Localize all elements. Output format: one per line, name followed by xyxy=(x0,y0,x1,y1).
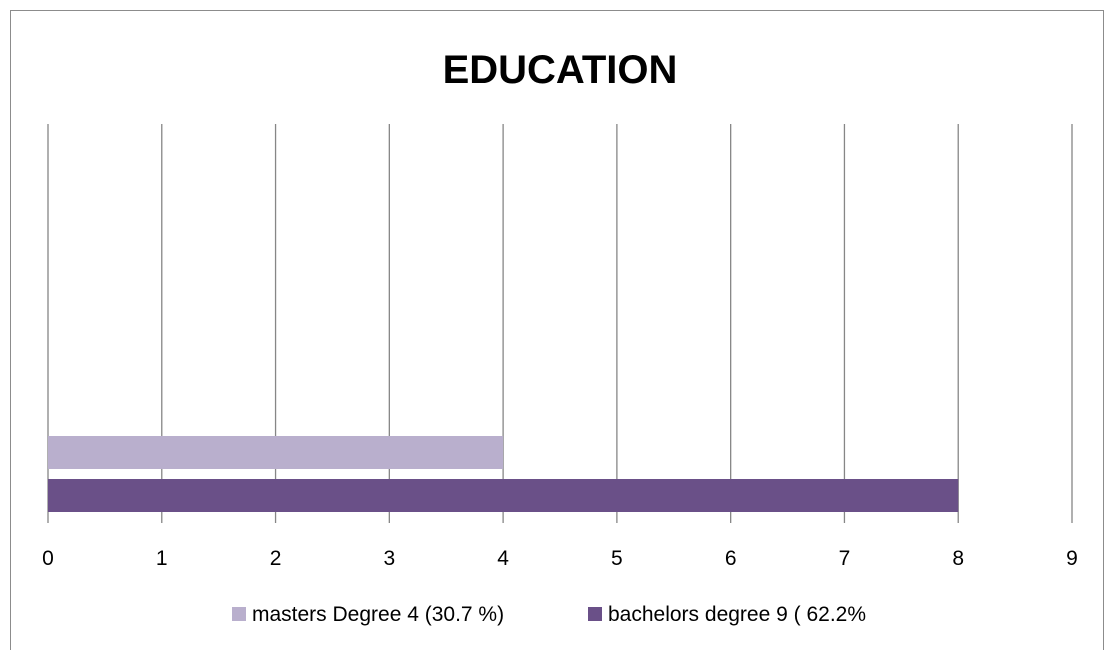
legend-swatch-1 xyxy=(232,607,246,621)
x-tick-label: 7 xyxy=(839,547,851,570)
legend-label-2: bachelors degree 9 ( 62.2% xyxy=(608,603,866,626)
x-tick-label: 9 xyxy=(1066,547,1078,570)
chart-title: EDUCATION xyxy=(443,48,678,92)
legend-label-1: masters Degree 4 (30.7 %) xyxy=(252,603,504,626)
x-tick-label: 8 xyxy=(952,547,964,570)
chart-legend: masters Degree 4 (30.7 %) bachelors degre… xyxy=(232,603,866,626)
x-tick-label: 3 xyxy=(383,547,395,570)
chart-frame xyxy=(10,10,1104,650)
legend-swatch-2 xyxy=(588,607,602,621)
x-tick-label: 6 xyxy=(725,547,737,570)
x-tick-label: 5 xyxy=(611,547,623,570)
chart-gridlines xyxy=(47,124,1073,523)
x-tick-label: 1 xyxy=(156,547,168,570)
bar-series-1 xyxy=(48,436,504,469)
x-tick-label: 4 xyxy=(497,547,509,570)
x-tick-label: 2 xyxy=(270,547,282,570)
x-tick-label: 0 xyxy=(42,547,54,570)
chart-bars xyxy=(48,436,959,512)
x-axis-tick-labels: 0 1 2 3 4 5 6 7 8 9 xyxy=(42,547,1078,570)
bar-series-2 xyxy=(48,479,959,512)
